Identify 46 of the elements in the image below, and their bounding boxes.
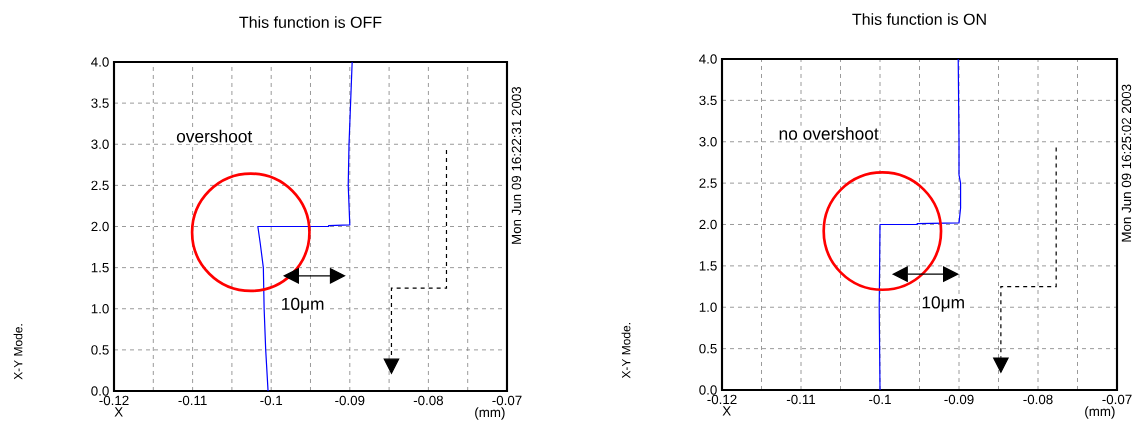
text: (mm) [475, 407, 505, 420]
y-tick-label: 1.5 [91, 262, 109, 273]
x-tick-label: -0.08 [413, 395, 444, 406]
x-tick-label: -0.1 [869, 394, 891, 405]
chart-title: This function is ON [852, 13, 986, 25]
annotation: 10μm [922, 296, 964, 312]
line-series [257, 61, 353, 392]
x-tick-label: -0.12 [99, 395, 129, 406]
text: X-Y Mode. [621, 323, 631, 379]
text: X-Y Mode. [13, 324, 23, 380]
y-tick-label: 3.5 [91, 98, 109, 108]
y-tick-label: 3.0 [699, 137, 717, 147]
annotation: overshoot [176, 129, 253, 143]
y-tick-label: 2.0 [699, 219, 717, 230]
x-tick-label: -0.11 [178, 395, 207, 406]
y-tick-label: 0.0 [699, 385, 717, 395]
x-tick-label: -0.1 [260, 395, 283, 406]
annotation: 10μm [282, 297, 324, 314]
text: Mon Jun 09 16:25:02 2003 [1121, 84, 1132, 242]
x-tick-label: -0.07 [492, 395, 522, 406]
y-tick-label: 0.0 [91, 386, 109, 396]
y-tick-label: 2.0 [91, 221, 109, 232]
x-tick-label: -0.09 [335, 395, 365, 406]
y-tick-label: 4.0 [699, 54, 717, 64]
annotation: no overshoot [779, 127, 879, 140]
y-tick-label: 2.5 [91, 180, 109, 191]
y-tick-label: 2.5 [699, 178, 717, 188]
x-tick-label: -0.08 [1023, 394, 1053, 405]
y-tick-label: 1.0 [91, 304, 109, 314]
chart-title: This function is OFF [239, 16, 382, 28]
y-tick-label: 4.0 [91, 57, 109, 67]
x-axis-title: X [114, 407, 123, 417]
x-tick-label: -0.07 [1102, 394, 1132, 405]
y-tick-label: 0.5 [91, 345, 109, 355]
x-axis-title: X [722, 406, 731, 416]
text: Mon Jun 09 16:22:31 2003 [511, 86, 522, 244]
x-tick-label: -0.12 [707, 394, 737, 405]
text: (mm) [1085, 406, 1115, 419]
x-tick-label: -0.09 [944, 394, 974, 405]
line-series [878, 58, 962, 391]
y-tick-label: 3.0 [91, 139, 109, 149]
y-tick-label: 1.5 [699, 261, 717, 271]
y-tick-label: 1.0 [699, 302, 717, 312]
x-tick-label: -0.11 [786, 394, 816, 405]
y-tick-label: 3.5 [699, 95, 717, 106]
y-tick-label: 0.5 [699, 343, 717, 354]
